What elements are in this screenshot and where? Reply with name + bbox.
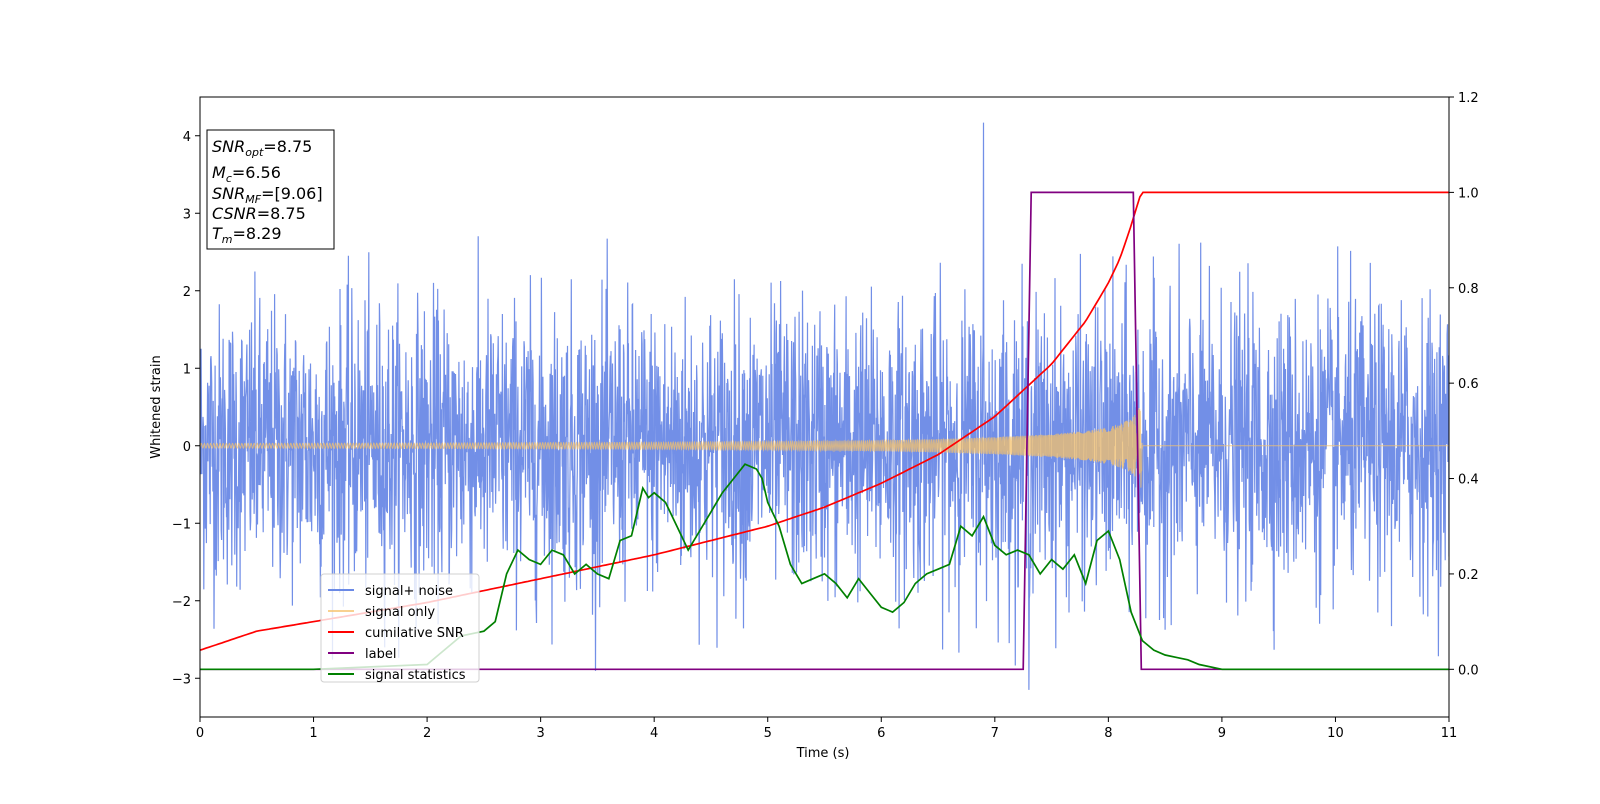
- y2-tick-label: 1.2: [1458, 91, 1479, 106]
- info-mc-label: M: [212, 163, 226, 182]
- y2-tick-label: 0.8: [1458, 282, 1479, 297]
- y2-tick-label: 0.6: [1458, 377, 1479, 392]
- info-snr-mf-sub: MF: [245, 193, 261, 206]
- legend-label: signal only: [365, 605, 435, 620]
- x-tick-label: 11: [1441, 726, 1458, 741]
- info-tm: Tm=8.29: [212, 224, 282, 246]
- x-tick-label: 0: [196, 726, 204, 741]
- info-snr-mf-label: SNR: [212, 184, 245, 203]
- x-axis-label: Time (s): [796, 746, 850, 761]
- x-tick-label: 8: [1104, 726, 1112, 741]
- y-axis-label: Whitened strain: [149, 355, 164, 458]
- series-signal-only-line: [200, 407, 1449, 488]
- info-csnr: CSNR=8.75: [212, 204, 306, 223]
- x-tick-label: 1: [309, 726, 317, 741]
- info-csnr-value: =8.75: [257, 204, 306, 223]
- x-axis: 0 1 2 3 4 5 6 7 8 9 10 11: [196, 717, 1457, 741]
- legend-label: signal+ noise: [365, 584, 453, 599]
- y-tick-label: 1: [183, 362, 191, 377]
- legend: signal+ noise signal only cumilative SNR la…: [320, 573, 480, 683]
- y2-tick-label: 0.4: [1458, 473, 1479, 488]
- info-tm-label: T: [212, 224, 223, 243]
- info-mc-value: =6.56: [232, 163, 281, 182]
- x-tick-label: 3: [536, 726, 544, 741]
- info-csnr-label: CSNR: [212, 204, 257, 223]
- x-tick-label: 6: [877, 726, 885, 741]
- info-mc-sub: c: [226, 172, 232, 185]
- x-tick-label: 9: [1218, 726, 1226, 741]
- y-tick-label: −3: [172, 672, 191, 687]
- legend-label: label: [365, 647, 396, 662]
- x-tick-label: 2: [423, 726, 431, 741]
- info-snr-opt: SNRopt=8.75: [212, 137, 312, 159]
- y2-tick-label: 0.0: [1458, 663, 1479, 678]
- legend-frame: [320, 573, 480, 683]
- info-box-frame: [206, 129, 335, 250]
- legend-label: signal statistics: [365, 668, 466, 683]
- info-snr-mf-value: =[9.06]: [261, 184, 323, 203]
- x-tick-label: 4: [650, 726, 658, 741]
- legend-items: signal+ noise signal only cumilative SNR la…: [328, 584, 466, 683]
- info-snr-opt-value: =8.75: [263, 137, 312, 156]
- y-tick-label: −1: [172, 517, 191, 532]
- info-snr-opt-sub: opt: [245, 146, 264, 159]
- y2-tick-label: 0.2: [1458, 568, 1479, 583]
- info-box: SNRopt=8.75 Mc=6.56 SNRMF=[9.06] CSNR=8.…: [206, 129, 335, 250]
- y-axis-right: 0.0 0.2 0.4 0.6 0.8 1.0 1.2: [1449, 91, 1479, 678]
- series-signal-noise-line: [200, 122, 1449, 690]
- y-tick-label: 0: [183, 440, 191, 455]
- series-label-line: [200, 191, 1449, 671]
- x-tick-label: 7: [991, 726, 999, 741]
- x-tick-label: 5: [764, 726, 772, 741]
- y2-tick-label: 1.0: [1458, 186, 1479, 201]
- info-tm-value: =8.29: [233, 224, 282, 243]
- plot-frame: [199, 96, 1450, 718]
- y-axis-left: −3 −2 −1 0 1 2 3 4: [172, 130, 200, 687]
- y-tick-label: 3: [183, 207, 191, 222]
- legend-label: cumilative SNR: [365, 626, 464, 641]
- y-tick-label: 2: [183, 285, 191, 300]
- series-signal-statistics-line: [200, 463, 1449, 671]
- x-tick-label: 10: [1327, 726, 1344, 741]
- info-snr-opt-label: SNR: [212, 137, 245, 156]
- y-tick-label: 4: [183, 130, 191, 145]
- y-tick-label: −2: [172, 595, 191, 610]
- info-snr-mf: SNRMF=[9.06]: [212, 184, 323, 206]
- info-mc: Mc=6.56: [212, 163, 281, 185]
- info-tm-sub: m: [222, 233, 233, 246]
